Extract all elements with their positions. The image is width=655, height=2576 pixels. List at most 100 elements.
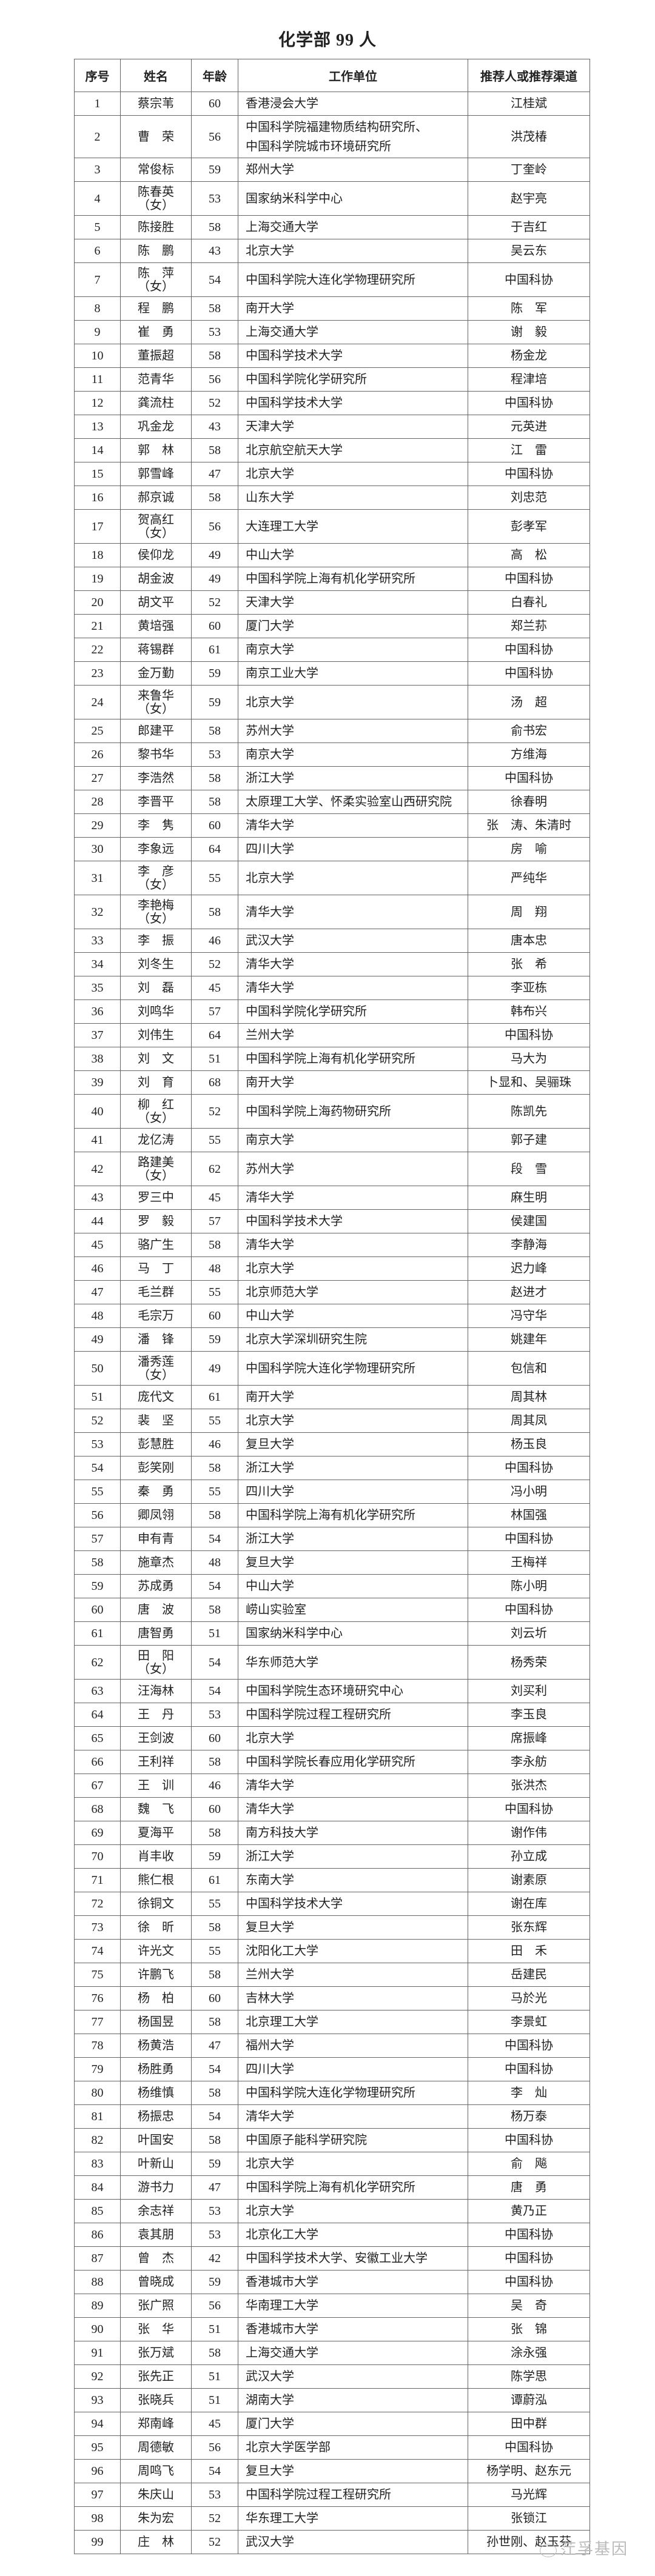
table-row: 46 马 丁 48 北京大学 迟力峰	[74, 1256, 590, 1281]
person-name: 陈 萍	[138, 266, 174, 280]
cell-age: 58	[191, 438, 238, 462]
cell-name: 曹 荣	[120, 115, 192, 158]
cell-work-unit: 中国科学院化学研究所	[238, 367, 468, 392]
cell-index: 76	[74, 1986, 121, 2010]
table-row: 44 罗 毅 57 中国科学技术大学 侯建国	[74, 1209, 590, 1233]
header-referrer: 推荐人或推荐渠道	[468, 59, 590, 92]
cell-referrer: 刘忠范	[468, 486, 590, 510]
table-row: 59 苏成勇 54 中山大学 陈小明	[74, 1574, 590, 1598]
cell-index: 34	[74, 952, 121, 976]
cell-work-unit: 复旦大学	[238, 1915, 468, 1940]
cell-referrer: 中国科协	[468, 567, 590, 591]
cell-work-unit: 北京化工大学	[238, 2223, 468, 2247]
person-name: 杨黄浩	[138, 2039, 174, 2052]
person-name: 龙亿涛	[138, 1133, 174, 1147]
cell-age: 53	[191, 742, 238, 767]
table-row: 23 金万勤 59 南京工业大学 中国科协	[74, 661, 590, 686]
cell-name: 周德敏	[120, 2435, 192, 2460]
female-note: （女）	[138, 1111, 174, 1125]
cell-referrer: 李玉良	[468, 1703, 590, 1727]
cell-age: 60	[191, 1726, 238, 1750]
cell-index: 35	[74, 976, 121, 1000]
cell-name: 杨国昱	[120, 2010, 192, 2034]
cell-index: 54	[74, 1456, 121, 1480]
cell-index: 90	[74, 2317, 121, 2341]
cell-index: 33	[74, 929, 121, 953]
person-name: 徐铜文	[138, 1897, 174, 1910]
cell-index: 85	[74, 2199, 121, 2223]
cell-age: 64	[191, 1023, 238, 1047]
person-name: 骆广生	[138, 1238, 174, 1252]
table-row: 32 李艳梅 （女） 58 清华大学周 翔	[74, 895, 590, 929]
cell-age: 53	[191, 2223, 238, 2247]
cell-name: 余志祥	[120, 2199, 192, 2223]
female-note: （女）	[138, 198, 174, 212]
cell-work-unit: 清华大学	[238, 1186, 468, 1210]
cell-referrer: 麻生明	[468, 1186, 590, 1210]
cell-index: 62	[74, 1645, 121, 1680]
cell-name: 汪海林	[120, 1679, 192, 1703]
cell-referrer: 中国科协	[468, 1023, 590, 1047]
cell-work-unit: 中国科学院上海有机化学研究所	[238, 2175, 468, 2200]
cell-referrer: 田 禾	[468, 1939, 590, 1963]
cell-referrer: 岳建民	[468, 1963, 590, 1987]
cell-work-unit: 兰州大学	[238, 1023, 468, 1047]
cell-referrer: 中国科协	[468, 1527, 590, 1551]
female-note: （女）	[138, 702, 174, 716]
table-row: 21 黄培强 60 厦门大学 郑兰荪	[74, 614, 590, 638]
person-name: 李象远	[138, 843, 174, 856]
table-row: 90 张 华 51 香港城市大学张 锦	[74, 2317, 590, 2341]
cell-index: 18	[74, 543, 121, 567]
cell-age: 55	[191, 861, 238, 895]
table-row: 75 许鹏飞 58 兰州大学 岳建民	[74, 1963, 590, 1987]
table-row: 86 袁其朋 53 北京化工大学 中国科协	[74, 2223, 590, 2247]
cell-age: 58	[191, 215, 238, 239]
table-row: 60 唐 波 58 崂山实验室 中国科协	[74, 1598, 590, 1622]
cell-index: 78	[74, 2034, 121, 2058]
cell-work-unit: 复旦大学	[238, 1550, 468, 1575]
cell-age: 46	[191, 929, 238, 953]
table-row: 1 蔡宗苇 60 香港浸会大学 江桂斌	[74, 92, 590, 116]
cell-age: 58	[191, 2341, 238, 2365]
cell-referrer: 中国科协	[468, 2057, 590, 2081]
cell-work-unit: 苏州大学	[238, 719, 468, 743]
cell-index: 92	[74, 2364, 121, 2389]
person-name: 蒋锡群	[138, 643, 174, 656]
cell-work-unit: 华东理工大学	[238, 2506, 468, 2531]
cell-index: 32	[74, 895, 121, 929]
cell-referrer: 汤 超	[468, 685, 590, 719]
person-name: 张万斌	[138, 2346, 174, 2360]
table-row: 70 肖丰收 59 浙江大学 孙立成	[74, 1844, 590, 1869]
person-name: 郭雪峰	[138, 467, 174, 481]
cell-age: 56	[191, 2435, 238, 2460]
cell-index: 56	[74, 1503, 121, 1527]
cell-age: 54	[191, 2459, 238, 2483]
cell-age: 47	[191, 462, 238, 486]
cell-work-unit: 南开大学	[238, 1070, 468, 1095]
female-note: （女）	[138, 912, 174, 926]
table-row: 88 曾晓成 59 香港城市大学 中国科协	[74, 2270, 590, 2294]
table-row: 52 裴 坚 55 北京大学 周其凤	[74, 1409, 590, 1433]
cell-name: 庞代文	[120, 1385, 192, 1409]
person-name: 叶新山	[138, 2157, 174, 2171]
cell-referrer: 迟力峰	[468, 1256, 590, 1281]
cell-referrer: 王梅祥	[468, 1550, 590, 1575]
cell-work-unit: 北京航空航天大学	[238, 438, 468, 462]
cell-age: 60	[191, 92, 238, 116]
cell-referrer: 冯守华	[468, 1304, 590, 1328]
person-name: 施章杰	[138, 1556, 174, 1569]
cell-referrer: 严纯华	[468, 861, 590, 895]
cell-index: 43	[74, 1186, 121, 1210]
cell-referrer: 俞书宏	[468, 719, 590, 743]
cell-name: 金万勤	[120, 661, 192, 686]
cell-work-unit: 天津大学	[238, 590, 468, 615]
person-name: 游书力	[138, 2181, 174, 2194]
cell-name: 程 鹏	[120, 296, 192, 321]
header-index: 序号	[74, 59, 121, 92]
cell-name: 叶国安	[120, 2128, 192, 2152]
cell-index: 83	[74, 2152, 121, 2176]
female-note: （女）	[138, 279, 174, 293]
table-row: 57 申有青 54 浙江大学 中国科协	[74, 1527, 590, 1551]
cell-name: 侯仰龙	[120, 543, 192, 567]
cell-name: 杨维慎	[120, 2081, 192, 2105]
